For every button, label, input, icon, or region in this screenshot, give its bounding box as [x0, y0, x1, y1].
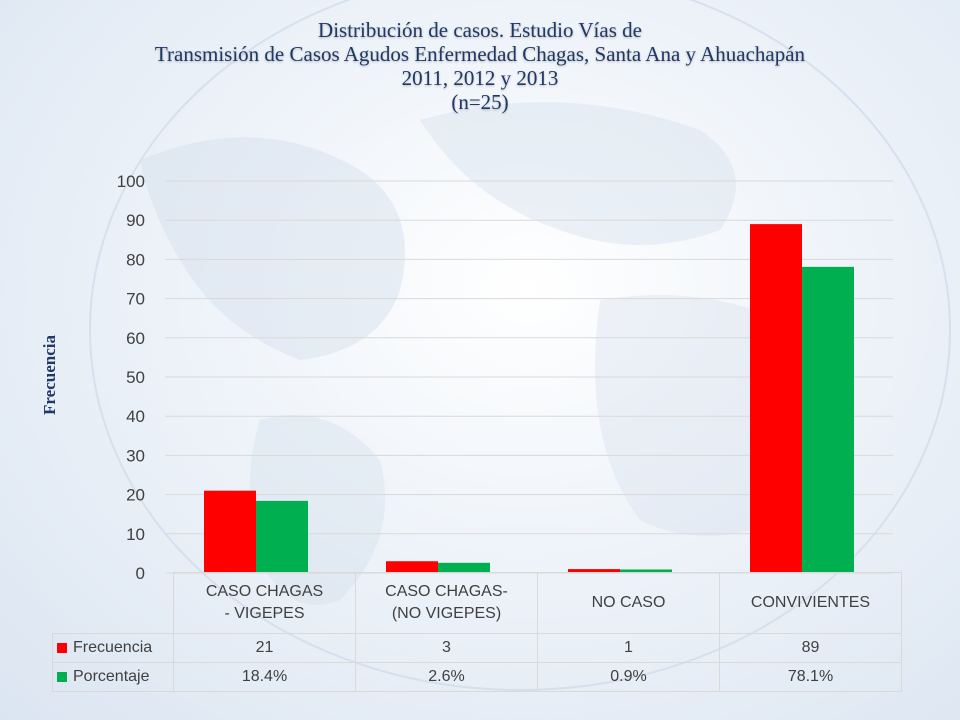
bar-porcentaje [802, 266, 854, 573]
bar-porcentaje [438, 562, 490, 573]
frecuencia-swatch [57, 642, 67, 653]
y-tick-label: 10 [126, 525, 145, 544]
data-table: CASO CHAGAS - VIGEPES CASO CHAGAS- (NO VIG… [52, 572, 902, 692]
y-axis-ticks: 0 10 20 30 40 50 60 70 80 90 100 [117, 172, 145, 583]
y-tick-label: 100 [117, 172, 145, 191]
y-tick-label: 80 [126, 250, 145, 269]
table-cell: 18.4% [173, 662, 356, 692]
legend-frecuencia: Frecuencia [52, 633, 174, 663]
y-tick-label: 70 [126, 290, 145, 309]
y-tick-label: 40 [126, 407, 145, 426]
y-tick-label: 30 [126, 446, 145, 465]
y-tick-label: 20 [126, 486, 145, 505]
bar-frecuencia [386, 561, 438, 573]
y-tick-label: 0 [136, 564, 145, 583]
bar-frecuencia [750, 224, 802, 573]
bar-frecuencia [568, 569, 620, 573]
title-line-2: Transmisión de Casos Agudos Enfermedad C… [154, 42, 806, 66]
category-label: NO CASO [537, 572, 720, 634]
category-label: CONVIVIENTES [719, 572, 902, 634]
porcentaje-swatch [57, 671, 67, 682]
bar-frecuencia [204, 490, 256, 573]
table-cell: 2.6% [355, 662, 538, 692]
title-line-3: 2011, 2012 y 2013 [401, 66, 559, 90]
bar-porcentaje [620, 569, 672, 573]
legend-porcentaje: Porcentaje [52, 662, 174, 692]
bars [204, 224, 854, 573]
bar-porcentaje [256, 500, 308, 573]
table-corner [53, 573, 174, 634]
title-line-1: Distribución de casos. Estudio Vías de [318, 18, 642, 42]
chart-title: Distribución de casos. Estudio Vías de T… [0, 18, 960, 114]
y-tick-label: 50 [126, 368, 145, 387]
table-cell: 21 [173, 633, 356, 663]
table-cell: 1 [537, 633, 720, 663]
y-tick-label: 90 [126, 211, 145, 230]
table-cell: 0.9% [537, 662, 720, 692]
table-cell: 89 [719, 633, 902, 663]
table-cell: 3 [355, 633, 538, 663]
category-label: CASO CHAGAS- (NO VIGEPES) [355, 572, 538, 634]
y-tick-label: 60 [126, 329, 145, 348]
y-axis-label: Frecuencia [40, 335, 59, 415]
table-cell: 78.1% [719, 662, 902, 692]
category-label: CASO CHAGAS - VIGEPES [173, 572, 356, 634]
title-line-4: (n=25) [451, 90, 509, 114]
